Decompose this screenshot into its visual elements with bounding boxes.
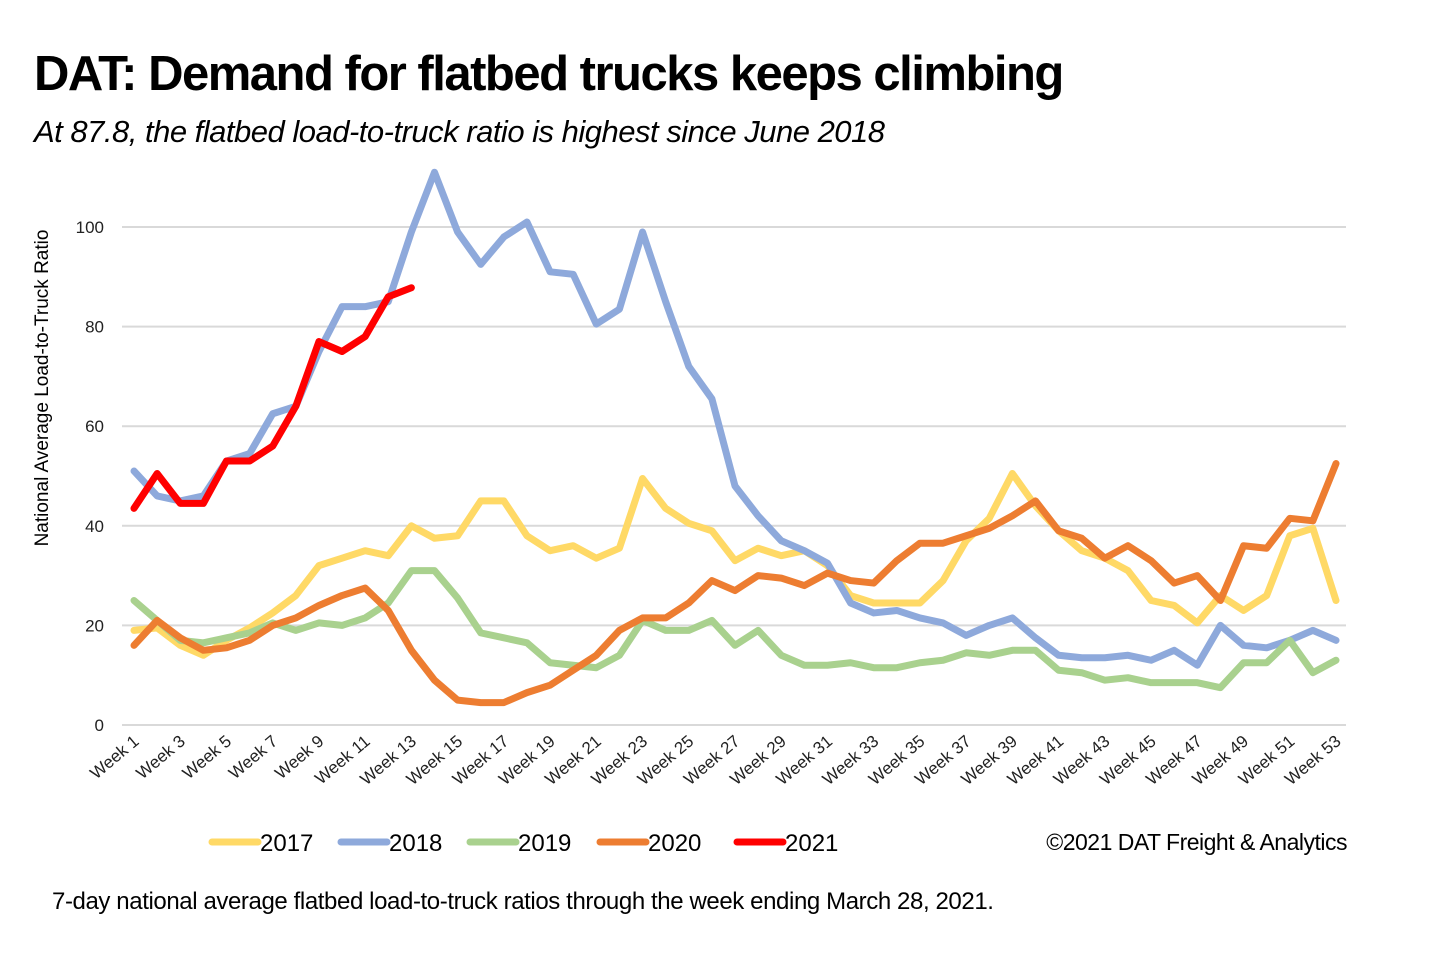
chart-caption: 7-day national average flatbed load-to-t… [52,888,994,915]
y-tick-label: 60 [85,417,104,436]
series-line-2019 [130,567,1340,692]
x-tick-label: Week 7 [225,732,281,783]
y-axis-ticks: 0 20 40 60 80 100 [76,218,104,735]
chart-title: DAT: Demand for flatbed trucks keeps cli… [34,47,1064,101]
y-tick-label: 0 [95,716,104,735]
x-tick-label: Week 5 [179,732,235,783]
series-line-2018 [130,168,1340,669]
y-tick-label: 100 [76,218,104,237]
legend-label: 2017 [260,830,313,857]
series-line-2020 [130,460,1340,707]
x-tick-label: Week 3 [133,732,189,783]
series-line-2021 [130,284,415,512]
series-line-2017 [130,470,1340,659]
credit-text: ©2021 DAT Freight & Analytics [1046,829,1347,855]
y-axis-label: National Average Load-to-Truck Ratio [32,230,53,547]
gridlines [122,226,1346,726]
chart-subtitle: At 87.8, the flatbed load-to-truck ratio… [34,114,885,149]
y-tick-label: 40 [85,517,104,536]
y-tick-label: 20 [85,616,104,635]
legend-label: 2020 [648,830,701,857]
x-tick-label: Week 1 [86,732,142,783]
legend-label: 2018 [389,830,442,857]
legend-label: 2021 [785,830,838,857]
y-tick-label: 80 [85,318,104,337]
legend-label: 2019 [518,830,571,857]
legend: 2017 2018 2019 2020 2021 [208,830,838,857]
series-lines [130,168,1340,707]
